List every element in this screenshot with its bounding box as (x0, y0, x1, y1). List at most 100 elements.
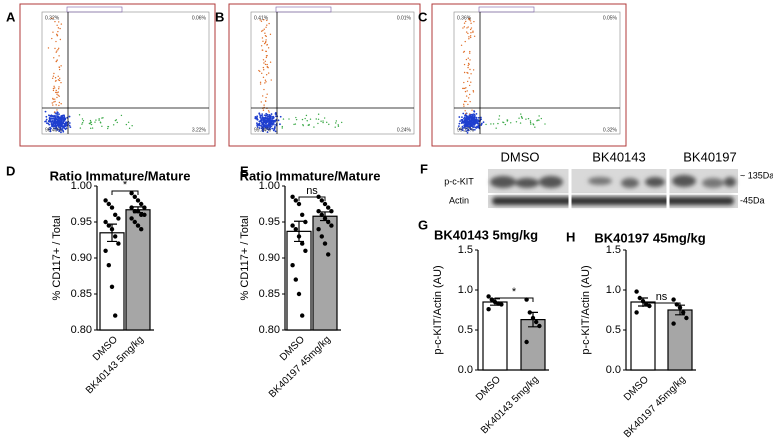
y-tick-label: 0.90 (71, 252, 92, 264)
cell-dot (52, 89, 55, 92)
cell-dot (259, 70, 261, 73)
cell-dot (281, 125, 284, 128)
cell-dot (52, 114, 54, 117)
cell-dot (461, 125, 464, 128)
cell-dot (264, 117, 267, 120)
cell-dot (261, 117, 263, 120)
panel-letter: H (566, 229, 575, 244)
cell-dot (68, 115, 71, 118)
cell-dot (472, 123, 475, 126)
cell-dot (55, 79, 57, 82)
cell-dot (262, 130, 264, 133)
cell-dot (294, 123, 297, 125)
cell-dot (49, 126, 51, 129)
cell-dot (461, 127, 464, 129)
cell-dot (261, 72, 263, 75)
bar-chart: D Ratio Immature/Mature % CD117+ / Total 0.… (6, 163, 190, 396)
cell-dot (59, 123, 61, 126)
cell-dot (54, 77, 57, 79)
cell-dot (58, 126, 61, 129)
panel-frame (431, 3, 627, 147)
cell-dot (322, 121, 324, 124)
cell-dot (466, 80, 469, 83)
cell-dot (468, 19, 471, 21)
cell-dot (56, 24, 58, 26)
data-point (300, 241, 305, 246)
cell-dot (463, 100, 466, 103)
data-point (537, 323, 542, 329)
y-tick-label: 0.5 (606, 324, 621, 336)
cell-dot (474, 122, 476, 125)
cell-dot (99, 121, 102, 123)
cell-dot (60, 65, 62, 67)
significance-bracket (111, 190, 139, 195)
cell-dot (506, 119, 508, 121)
cell-dot (274, 123, 276, 126)
cell-dot (497, 122, 499, 125)
cell-dot (472, 120, 475, 122)
cell-dot (302, 123, 304, 126)
data-point (109, 205, 115, 210)
quadrant-label: 99.34% (254, 127, 272, 133)
cell-dot (53, 122, 55, 124)
cell-dot (58, 130, 61, 133)
cell-dot (272, 122, 275, 124)
cell-dot (263, 119, 266, 122)
cell-dot (268, 111, 270, 113)
cell-dot (53, 111, 56, 113)
cell-dot (265, 96, 267, 99)
cell-dot (470, 121, 473, 124)
cell-dot (469, 35, 472, 37)
cell-dot (265, 100, 267, 103)
cell-dot (269, 61, 272, 63)
cell-dot (94, 121, 96, 123)
cell-dot (58, 104, 60, 107)
cell-dot (59, 118, 62, 121)
cell-dot (59, 27, 61, 30)
cell-dot (89, 119, 92, 122)
y-tick-label: 1.00 (71, 180, 92, 192)
cell-dot (262, 95, 264, 97)
cell-dot (264, 121, 267, 124)
cell-dot (58, 21, 60, 23)
cell-dot (537, 119, 539, 121)
quadrant-label: 0.01% (397, 15, 412, 21)
y-tick-label: 0.95 (259, 216, 280, 228)
cell-dot (262, 127, 265, 130)
data-point (322, 241, 328, 246)
blot-row: p-c-KIT (444, 176, 474, 186)
cell-dot (482, 121, 485, 124)
panel-letter: E (240, 163, 249, 178)
cell-dot (326, 121, 328, 124)
cell-dot (478, 124, 480, 127)
data-point (303, 219, 308, 225)
cell-dot (264, 79, 267, 81)
cell-dot (295, 118, 298, 121)
cell-dot (467, 72, 469, 74)
data-point (139, 212, 144, 217)
cell-dot (266, 131, 269, 134)
cell-dot (464, 110, 466, 112)
data-point (103, 219, 108, 225)
cell-dot (107, 127, 109, 130)
cell-dot (81, 123, 83, 125)
cell-dot (59, 38, 62, 41)
cell-dot (340, 121, 343, 124)
y-tick-label: 1.00 (259, 180, 280, 192)
cell-dot (265, 73, 268, 76)
cell-dot (462, 87, 464, 90)
data-point (319, 198, 324, 203)
cell-dot (259, 19, 261, 21)
cell-dot (55, 104, 57, 106)
quadrant-label: 0.32% (603, 127, 618, 133)
cell-dot (255, 116, 258, 119)
cell-dot (274, 130, 277, 133)
data-point (486, 307, 491, 312)
cell-dot (60, 124, 63, 127)
error-bar (320, 211, 330, 222)
significance: ns (656, 291, 668, 303)
cell-dot (56, 109, 58, 111)
cell-dot (52, 17, 54, 19)
cell-dot (262, 40, 264, 43)
cell-dot (58, 113, 60, 116)
